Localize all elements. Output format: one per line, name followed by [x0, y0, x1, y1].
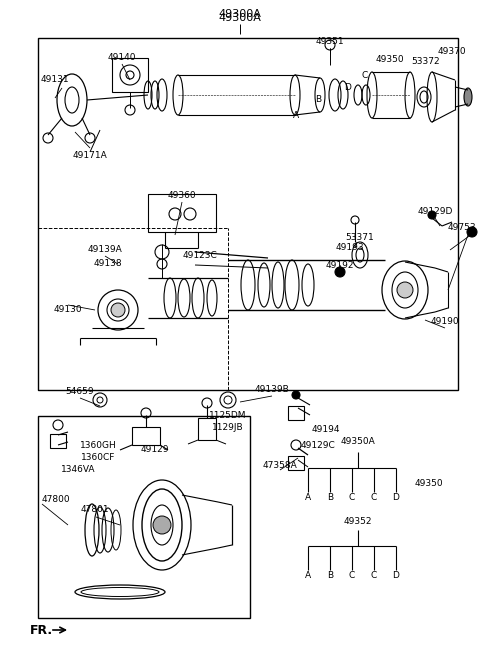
- Text: 1360GH: 1360GH: [80, 441, 116, 450]
- Text: 49140: 49140: [108, 54, 136, 63]
- Text: 49350: 49350: [415, 479, 444, 488]
- Text: 1360CF: 1360CF: [81, 452, 115, 461]
- Text: 49171A: 49171A: [72, 151, 108, 160]
- Text: 49352: 49352: [344, 517, 372, 526]
- Circle shape: [111, 303, 125, 317]
- Text: 49192: 49192: [326, 260, 354, 269]
- Text: C: C: [349, 492, 355, 501]
- Text: 49129C: 49129C: [300, 441, 336, 450]
- Text: 1129JB: 1129JB: [212, 422, 244, 432]
- Text: C: C: [371, 492, 377, 501]
- Text: A: A: [293, 112, 299, 121]
- Text: C: C: [362, 70, 368, 79]
- Text: C: C: [349, 570, 355, 579]
- Bar: [112, 58, 148, 92]
- Text: B: B: [327, 570, 333, 579]
- Circle shape: [467, 227, 477, 237]
- Text: 53372: 53372: [412, 57, 440, 67]
- Text: 49190: 49190: [431, 317, 459, 326]
- Text: 49370: 49370: [438, 48, 466, 56]
- Text: 1125DM: 1125DM: [209, 410, 247, 419]
- Text: B: B: [315, 96, 321, 105]
- Bar: [198, 418, 216, 440]
- Text: 1346VA: 1346VA: [61, 466, 95, 475]
- Text: A: A: [305, 570, 311, 579]
- Text: 49138: 49138: [94, 260, 122, 269]
- Circle shape: [428, 211, 436, 219]
- Text: 53371: 53371: [346, 233, 374, 242]
- Bar: [148, 194, 216, 232]
- Text: A: A: [305, 492, 311, 501]
- Text: D: D: [393, 492, 399, 501]
- Text: B: B: [327, 492, 333, 501]
- Text: 47801: 47801: [81, 506, 109, 514]
- Text: D: D: [393, 570, 399, 579]
- Text: 49130: 49130: [54, 306, 82, 315]
- Text: 49350: 49350: [376, 56, 404, 65]
- Text: 47358A: 47358A: [263, 461, 298, 470]
- Text: 54659: 54659: [66, 388, 94, 397]
- Circle shape: [397, 282, 413, 298]
- Text: 47800: 47800: [42, 495, 71, 505]
- Text: 49753: 49753: [447, 224, 476, 233]
- Text: 49350A: 49350A: [341, 437, 375, 446]
- Text: FR.: FR.: [30, 623, 53, 636]
- Text: 49300A: 49300A: [218, 13, 262, 23]
- Bar: [132, 427, 160, 445]
- Bar: [38, 38, 458, 390]
- Circle shape: [153, 516, 171, 534]
- Text: 49131: 49131: [41, 76, 69, 85]
- Ellipse shape: [464, 88, 472, 106]
- Text: 49129D: 49129D: [417, 207, 453, 216]
- Text: 49123C: 49123C: [182, 251, 217, 260]
- Text: C: C: [371, 570, 377, 579]
- Bar: [288, 406, 304, 420]
- Text: 49360: 49360: [168, 191, 196, 200]
- Circle shape: [335, 267, 345, 277]
- Bar: [38, 416, 250, 618]
- Text: 49129: 49129: [141, 446, 169, 455]
- Text: 49300A: 49300A: [218, 9, 262, 19]
- Circle shape: [292, 391, 300, 399]
- Bar: [288, 456, 304, 470]
- Text: 49193: 49193: [336, 244, 364, 253]
- Text: 49139A: 49139A: [88, 245, 122, 255]
- Text: 49351: 49351: [316, 37, 344, 47]
- Bar: [50, 434, 66, 448]
- Text: D: D: [345, 83, 351, 92]
- Text: 49139B: 49139B: [254, 386, 289, 395]
- Text: 49194: 49194: [312, 426, 340, 435]
